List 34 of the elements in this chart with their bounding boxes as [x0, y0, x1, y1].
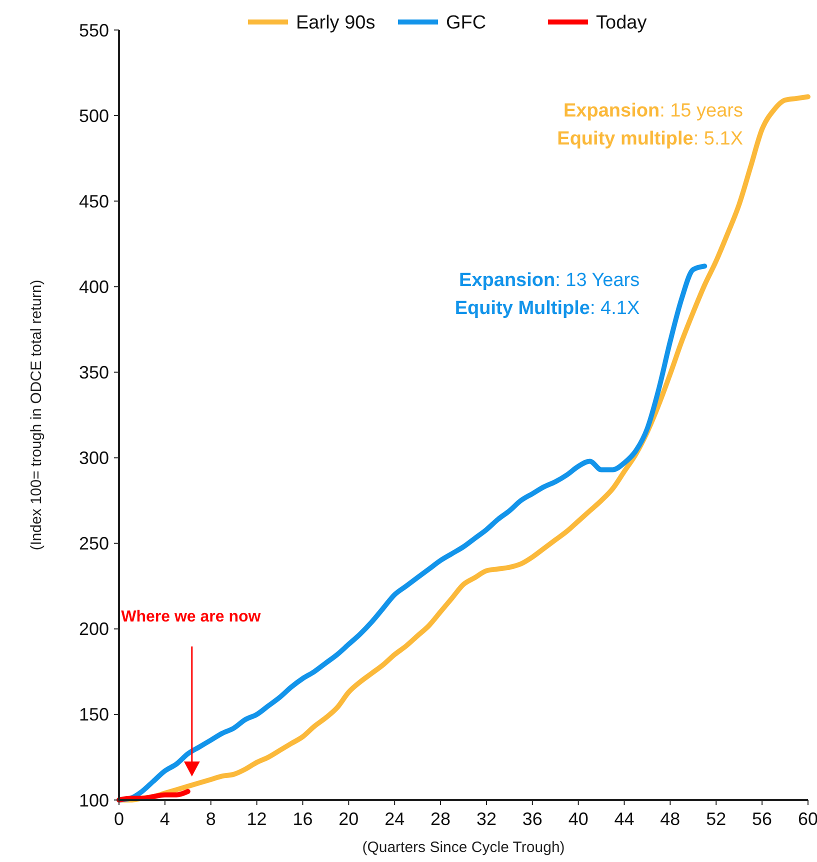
y-tick-label: 300: [78, 448, 109, 468]
annotation: Where we are now: [121, 608, 262, 626]
x-axis-title: (Quarters Since Cycle Trough): [362, 839, 565, 856]
legend-label: GFC: [446, 12, 486, 34]
x-tick-label: 32: [476, 809, 496, 829]
y-tick-label: 500: [78, 106, 109, 126]
x-tick-label: 24: [384, 809, 405, 829]
legend-label: Early 90s: [296, 12, 376, 34]
x-tick-label: 52: [706, 809, 726, 829]
x-tick-label: 60: [798, 809, 817, 829]
x-tick-label: 20: [338, 809, 359, 829]
y-tick-label: 450: [78, 191, 109, 212]
x-tick-label: 36: [522, 809, 542, 829]
x-tick-label: 8: [206, 809, 216, 829]
y-tick-label: 400: [78, 276, 109, 297]
y-axis-title: (Index 100= trough in ODCE total return): [28, 280, 45, 550]
annotation: Expansion: 15 years Equity multiple: 5.1X: [557, 100, 744, 150]
y-tick-label: 350: [78, 362, 109, 383]
x-tick-label: 44: [614, 809, 634, 829]
y-tick-label: 100: [78, 790, 109, 810]
x-tick-label: 56: [752, 809, 772, 829]
y-tick-label: 150: [78, 704, 109, 725]
annotation: Expansion: 13 Years Equity Multiple: 4.1X: [454, 270, 640, 320]
x-tick-label: 4: [160, 809, 170, 829]
legend-label: Today: [596, 12, 648, 34]
x-tick-label: 16: [292, 809, 313, 829]
y-tick-label: 250: [78, 534, 109, 554]
x-tick-label: 12: [246, 809, 267, 829]
x-tick-label: 28: [430, 809, 451, 829]
x-tick-label: 0: [114, 809, 124, 829]
x-tick-label: 40: [568, 809, 588, 829]
y-tick-label: 550: [78, 20, 109, 40]
y-tick-label: 200: [78, 619, 109, 640]
x-tick-label: 48: [660, 809, 680, 829]
